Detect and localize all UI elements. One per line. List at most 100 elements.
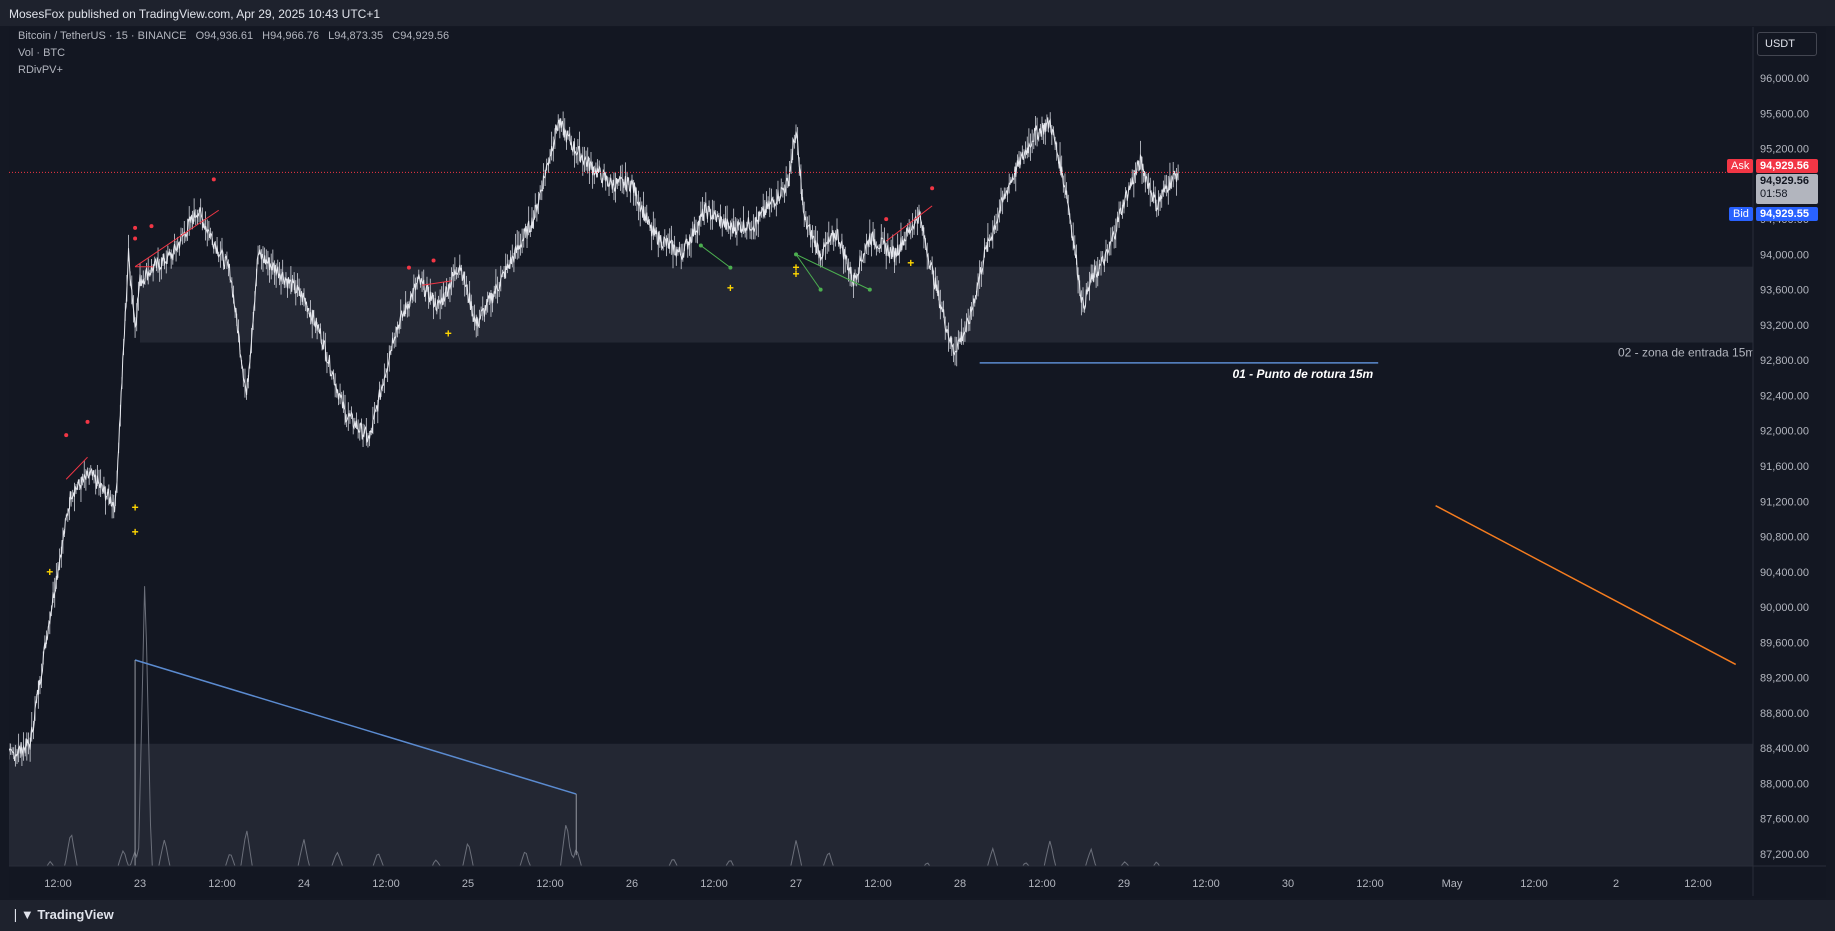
brand-name: TradingView <box>37 907 114 922</box>
plot-area: 02 - zona de entrada 15m 01 - Punto de ro… <box>9 111 1755 866</box>
price-chart[interactable]: 02 - zona de entrada 15m 01 - Punto de ro… <box>0 0 1835 900</box>
x-tick-label: 12:00 <box>372 878 400 890</box>
y-tick-label: 94,000.00 <box>1760 249 1809 261</box>
divergence-red-dot <box>149 224 154 229</box>
y-tick-label: 93,600.00 <box>1760 285 1809 297</box>
symbol-legend: Bitcoin / TetherUS · 15 · BINANCE O94,93… <box>18 30 449 42</box>
pivot-cross-marker: + <box>727 281 734 295</box>
y-tick-label: 96,000.00 <box>1760 73 1809 85</box>
x-tick-label: 12:00 <box>44 878 72 890</box>
y-tick-label: 91,200.00 <box>1760 496 1809 508</box>
divergence-green-dot <box>728 265 733 270</box>
divergence-red-dot <box>211 177 216 182</box>
y-tick-label: 92,000.00 <box>1760 426 1809 438</box>
pivot-cross-marker: + <box>792 267 799 281</box>
divergence-green-dot <box>698 243 703 248</box>
divergence-red-dot <box>884 217 889 222</box>
open-label: O <box>195 30 205 42</box>
x-tick-label: 26 <box>626 878 638 890</box>
open-value: 94,936.61 <box>204 30 254 42</box>
y-tick-label: 88,400.00 <box>1760 743 1809 755</box>
x-tick-label: 24 <box>298 878 310 890</box>
x-tick-label: 12:00 <box>208 878 236 890</box>
volume-line <box>46 586 1161 866</box>
y-tick-label: 87,200.00 <box>1760 849 1809 861</box>
annotation-line <box>134 659 577 795</box>
y-tick-label: 90,400.00 <box>1760 567 1809 579</box>
price-series-line <box>9 117 1179 762</box>
indicator-legend[interactable]: RDivPV+ <box>18 64 63 76</box>
divergence-green-dot <box>867 287 872 292</box>
currency-button[interactable]: USDT <box>1757 32 1817 56</box>
bar-countdown: 01:58 <box>1760 188 1788 200</box>
divergence-red-dot <box>406 265 411 270</box>
high-value: 94,966.76 <box>270 30 320 42</box>
low-label: L <box>328 30 335 42</box>
y-tick-label: 92,800.00 <box>1760 355 1809 367</box>
last-price-value: 94,929.56 <box>1760 175 1809 187</box>
divergence-red-dot <box>133 236 138 241</box>
x-tick-label: May <box>1442 878 1463 890</box>
divergence-green-line <box>795 253 871 291</box>
divergence-green-line <box>700 245 731 268</box>
divergence-green-dot <box>818 287 823 292</box>
x-tick-label: 12:00 <box>536 878 564 890</box>
pivot-cross-marker: + <box>907 256 914 270</box>
divergence-red-dot <box>431 258 436 263</box>
divergence-red-line <box>422 280 452 286</box>
pivot-cross-marker: + <box>132 500 139 514</box>
tradingview-logo: ❘▼ TradingView <box>10 907 114 923</box>
x-tick-label: 23 <box>134 878 146 890</box>
x-tick-label: 28 <box>954 878 966 890</box>
annotation-line <box>1435 505 1737 666</box>
x-tick-label: 25 <box>462 878 474 890</box>
x-tick-label: 12:00 <box>1356 878 1384 890</box>
y-tick-label: 88,800.00 <box>1760 708 1809 720</box>
divergence-red-line <box>134 209 219 268</box>
y-tick-label: 90,800.00 <box>1760 532 1809 544</box>
close-value: 94,929.56 <box>400 30 450 42</box>
x-tick-label: 29 <box>1118 878 1130 890</box>
divergence-green-line <box>795 254 822 290</box>
tv-logo-icon: ❘▼ <box>10 907 38 922</box>
footer-bar: ❘▼ TradingView <box>0 900 1835 931</box>
divergence-red-dot <box>85 419 90 424</box>
divergence-red-line <box>65 456 88 480</box>
divergence-red-dot <box>133 225 138 230</box>
symbol-name: Bitcoin / TetherUS · 15 · BINANCE <box>18 30 187 42</box>
low-value: 94,873.35 <box>334 30 384 42</box>
high-label: H <box>262 30 271 42</box>
pivot-cross-marker: + <box>445 327 452 341</box>
y-tick-label: 88,000.00 <box>1760 778 1809 790</box>
x-tick-label: 12:00 <box>1192 878 1220 890</box>
y-tick-label: 91,600.00 <box>1760 461 1809 473</box>
x-tick-label: 27 <box>790 878 802 890</box>
x-tick-label: 12:00 <box>1684 878 1712 890</box>
divergence-red-dot <box>64 433 69 438</box>
y-tick-label: 92,400.00 <box>1760 390 1809 402</box>
y-tick-label: 87,600.00 <box>1760 814 1809 826</box>
publish-bar: MosesFox published on TradingView.com, A… <box>0 0 1835 26</box>
divergence-red-dot <box>930 186 935 191</box>
close-label: C <box>392 30 401 42</box>
zone-label: 02 - zona de entrada 15m <box>1618 346 1755 360</box>
divergence-green-dot <box>794 252 798 257</box>
y-tick-label: 95,200.00 <box>1760 144 1809 156</box>
ask-price-tag: 94,929.56 <box>1756 159 1818 173</box>
y-tick-label: 89,600.00 <box>1760 637 1809 649</box>
break-label: 01 - Punto de rotura 15m <box>1232 367 1373 381</box>
volume-legend[interactable]: Vol · BTC <box>18 47 66 59</box>
bid-label: Bid <box>1729 207 1753 221</box>
ask-label: Ask <box>1727 159 1754 173</box>
x-tick-label: 12:00 <box>700 878 728 890</box>
bid-price-tag: 94,929.55 <box>1756 207 1818 221</box>
y-tick-label: 89,200.00 <box>1760 673 1809 685</box>
x-tick-label: 12:00 <box>864 878 892 890</box>
zone-rect <box>9 743 1753 866</box>
y-tick-label: 93,200.00 <box>1760 320 1809 332</box>
x-tick-label: 30 <box>1282 878 1294 890</box>
y-tick-label: 95,600.00 <box>1760 108 1809 120</box>
pivot-cross-marker: + <box>132 525 139 539</box>
x-tick-label: 12:00 <box>1028 878 1056 890</box>
divergence-red-line <box>885 205 933 242</box>
